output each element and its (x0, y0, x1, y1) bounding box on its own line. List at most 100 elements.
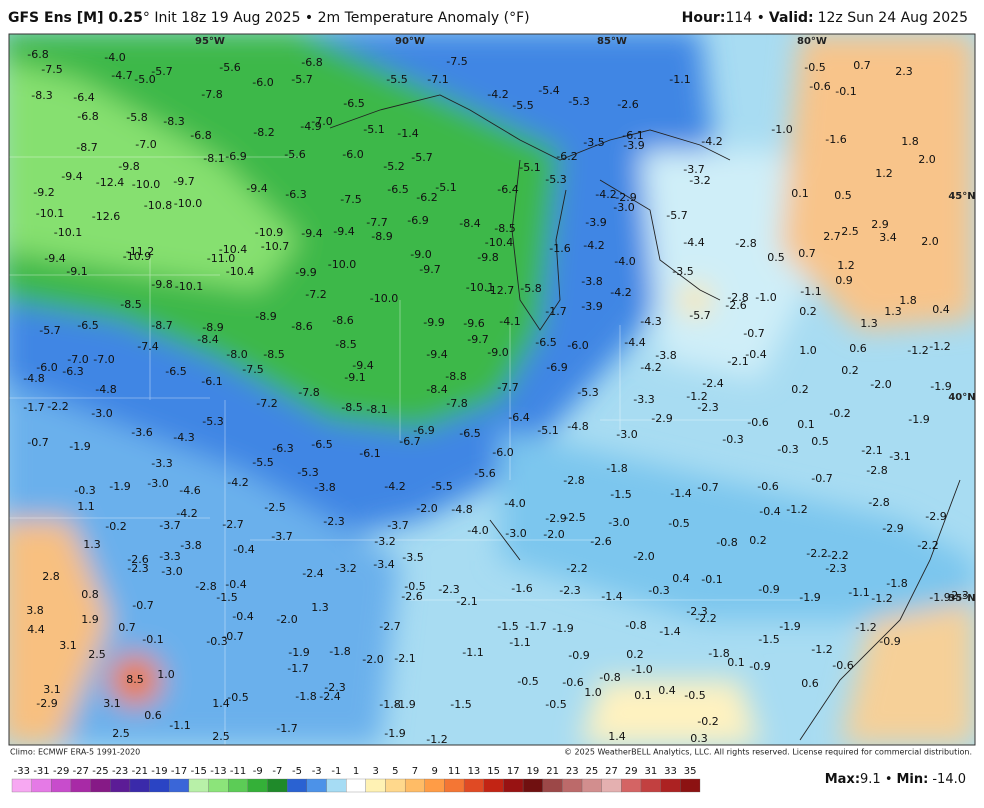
anomaly-value: -0.3 (648, 584, 669, 597)
anomaly-value: -5.7 (689, 309, 710, 322)
anomaly-value: -10.4 (226, 265, 254, 278)
anomaly-value: 1.4 (608, 730, 626, 743)
anomaly-value: 0.2 (799, 305, 817, 318)
colorbar-swatch (621, 778, 642, 793)
anomaly-value: -5.1 (537, 424, 558, 437)
anomaly-value: -4.0 (614, 255, 635, 268)
anomaly-value: -9.7 (467, 333, 488, 346)
anomaly-value: -0.5 (684, 689, 705, 702)
anomaly-value: -6.8 (77, 110, 98, 123)
borders (9, 156, 800, 745)
anomaly-value: -8.5 (263, 348, 284, 361)
anomaly-value: -1.2 (855, 621, 876, 634)
anomaly-value: -4.2 (487, 88, 508, 101)
anomaly-value: -8.9 (255, 310, 276, 323)
anomaly-value: -0.6 (809, 80, 830, 93)
anomaly-value: -2.8 (727, 291, 748, 304)
colorbar-label: -1 (331, 766, 341, 777)
colorbar-swatch (149, 778, 170, 793)
anomaly-value: -2.3 (127, 562, 148, 575)
anomaly-value: -1.4 (659, 625, 680, 638)
anomaly-value: -2.4 (302, 567, 323, 580)
anomaly-value: 8.5 (126, 673, 144, 686)
anomaly-value: -8.0 (226, 348, 247, 361)
anomaly-value: -4.8 (95, 383, 116, 396)
anomaly-value: -5.6 (219, 61, 240, 74)
anomaly-value: -6.1 (201, 375, 222, 388)
colorbar-label: -23 (112, 766, 128, 777)
anomaly-value: -1.4 (397, 127, 418, 140)
anomaly-value: -0.5 (227, 691, 248, 704)
anomaly-value: 2.3 (895, 65, 913, 78)
colorbar-swatch (542, 778, 563, 793)
anomaly-value: 0.4 (658, 684, 676, 697)
climo-note: Climo: ECMWF ERA-5 1991-2020 (10, 748, 140, 757)
anomaly-value: -2.9 (925, 510, 946, 523)
colorbar-label: -11 (230, 766, 246, 777)
colorbar-label: -5 (292, 766, 302, 777)
anomaly-value: -3.8 (180, 539, 201, 552)
anomaly-value: -2.6 (401, 590, 422, 603)
colorbar-swatch (522, 778, 543, 793)
anomaly-value: -0.2 (697, 715, 718, 728)
colorbar-label: -15 (191, 766, 207, 777)
colorbar-swatch (640, 778, 661, 793)
anomaly-value: -5.5 (512, 99, 533, 112)
anomaly-value: -5.2 (383, 160, 404, 173)
anomaly-value: 0.8 (81, 588, 99, 601)
anomaly-value: -3.0 (608, 516, 629, 529)
anomaly-value: -0.7 (27, 436, 48, 449)
anomaly-value: -4.3 (640, 315, 661, 328)
anomaly-value: 2.0 (921, 235, 939, 248)
colorbar-label: -25 (92, 766, 108, 777)
anomaly-value: -7.0 (93, 353, 114, 366)
anomaly-value: 2.7 (823, 230, 841, 243)
anomaly-value: 0.4 (932, 303, 950, 316)
colorbar-label: 13 (468, 766, 481, 777)
anomaly-value: -2.4 (319, 690, 340, 703)
colorbar-swatch (247, 778, 268, 793)
colorbar-label: -3 (312, 766, 322, 777)
anomaly-value: -3.0 (161, 565, 182, 578)
colorbar-label: 29 (625, 766, 638, 777)
anomaly-value: -9.8 (477, 251, 498, 264)
anomaly-value: -1.1 (169, 719, 190, 732)
anomaly-value: -2.0 (543, 528, 564, 541)
colorbar-label: 35 (684, 766, 697, 777)
anomaly-value: -7.2 (256, 397, 277, 410)
anomaly-value: -4.2 (595, 188, 616, 201)
anomaly-value: -0.3 (722, 433, 743, 446)
anomaly-value: -3.2 (689, 174, 710, 187)
anomaly-value: -0.4 (232, 610, 253, 623)
colorbar-label: 27 (605, 766, 618, 777)
anomaly-value: 0.2 (749, 534, 767, 547)
anomaly-value: 1.0 (584, 686, 602, 699)
anomaly-value: -0.2 (105, 520, 126, 533)
anomaly-value: -1.9 (779, 620, 800, 633)
anomaly-value: -0.4 (759, 505, 780, 518)
anomaly-value: -6.3 (62, 365, 83, 378)
anomaly-value: -7.2 (305, 288, 326, 301)
anomaly-value: -1.2 (929, 340, 950, 353)
anomaly-value: -6.5 (387, 183, 408, 196)
anomaly-value: -1.8 (886, 577, 907, 590)
anomaly-value: -6.0 (36, 361, 57, 374)
anomaly-value: -8.9 (202, 321, 223, 334)
anomaly-value: -7.5 (340, 193, 361, 206)
anomaly-value: -8.5 (341, 401, 362, 414)
anomaly-value: -1.8 (329, 645, 350, 658)
anomaly-value: -1.8 (606, 462, 627, 475)
anomaly-value: -2.3 (947, 589, 968, 602)
anomaly-value: -3.7 (159, 519, 180, 532)
colorbar-swatch (110, 778, 131, 793)
colorbar-swatch (326, 778, 347, 793)
anomaly-value: -6.5 (459, 427, 480, 440)
anomaly-value: -1.1 (462, 646, 483, 659)
anomaly-value: -2.0 (362, 653, 383, 666)
anomaly-value: -0.6 (832, 659, 853, 672)
anomaly-value: -2.8 (868, 496, 889, 509)
anomaly-value: -2.2 (566, 562, 587, 575)
colorbar-swatch (346, 778, 366, 793)
anomaly-value: -2.6 (590, 535, 611, 548)
anomaly-value: -4.6 (179, 484, 200, 497)
